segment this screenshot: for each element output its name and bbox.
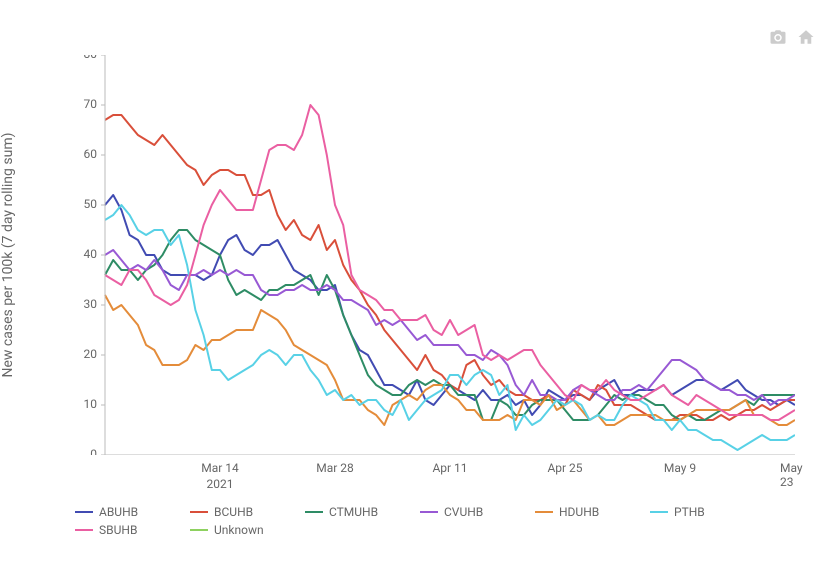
y-tick-label: 80	[84, 55, 98, 61]
legend-swatch	[75, 511, 93, 513]
x-tick-label: Apr 25	[547, 461, 582, 475]
legend-label: Unknown	[214, 523, 264, 537]
legend-swatch	[650, 511, 668, 513]
y-tick-label: 0	[90, 447, 97, 455]
legend-label: SBUHB	[99, 523, 137, 537]
legend-label: CVUHB	[444, 505, 483, 519]
x-tick-label: Mar 14	[201, 461, 239, 475]
y-tick-label: 20	[84, 347, 98, 361]
y-tick-label: 10	[84, 397, 98, 411]
x-tick-label: May 9	[664, 461, 696, 475]
legend-label: BCUHB	[214, 505, 253, 519]
legend-item-HDUHB[interactable]: HDUHB	[535, 505, 650, 519]
x-tick-label: Apr 11	[432, 461, 467, 475]
legend-item-CTMUHB[interactable]: CTMUHB	[305, 505, 420, 519]
y-tick-label: 50	[84, 197, 98, 211]
legend-item-SBUHB[interactable]: SBUHB	[75, 523, 190, 537]
home-icon[interactable]	[797, 28, 815, 50]
chart-plot: 0 10 20 30 40 50 60 70 80	[75, 55, 795, 455]
legend-label: CTMUHB	[329, 505, 378, 519]
x-tick-year-label: 2021	[207, 477, 234, 491]
legend-label: HDUHB	[559, 505, 599, 519]
legend-label: PTHB	[674, 505, 705, 519]
y-tick-label: 40	[84, 247, 98, 261]
series-ABUHB[interactable]	[105, 195, 795, 415]
series-CVUHB[interactable]	[105, 250, 795, 405]
series-SBUHB[interactable]	[105, 105, 795, 420]
legend-swatch	[535, 511, 553, 513]
legend: ABUHB BCUHB CTMUHB CVUHB HDUHB PTHB SBUHB Unkno…	[75, 505, 795, 537]
legend-item-BCUHB[interactable]: BCUHB	[190, 505, 305, 519]
legend-swatch	[75, 529, 93, 531]
x-tick-label: Mar 28	[316, 461, 354, 475]
legend-item-CVUHB[interactable]: CVUHB	[420, 505, 535, 519]
legend-item-ABUHB[interactable]: ABUHB	[75, 505, 190, 519]
y-tick-label: 30	[84, 297, 98, 311]
legend-swatch	[420, 511, 438, 513]
legend-label: ABUHB	[99, 505, 138, 519]
legend-swatch	[190, 529, 208, 531]
x-tick-label: May 23	[780, 461, 810, 489]
camera-icon[interactable]	[769, 28, 787, 50]
legend-item-PTHB[interactable]: PTHB	[650, 505, 765, 519]
series-CTMUHB[interactable]	[105, 230, 795, 420]
y-axis-title: New cases per 100k (7 day rolling sum)	[0, 55, 20, 455]
y-tick-label: 60	[84, 147, 98, 161]
legend-swatch	[190, 511, 208, 513]
legend-swatch	[305, 511, 323, 513]
legend-item-Unknown[interactable]: Unknown	[190, 523, 305, 537]
y-tick-label: 70	[84, 97, 98, 111]
chart-toolbar	[769, 28, 815, 50]
